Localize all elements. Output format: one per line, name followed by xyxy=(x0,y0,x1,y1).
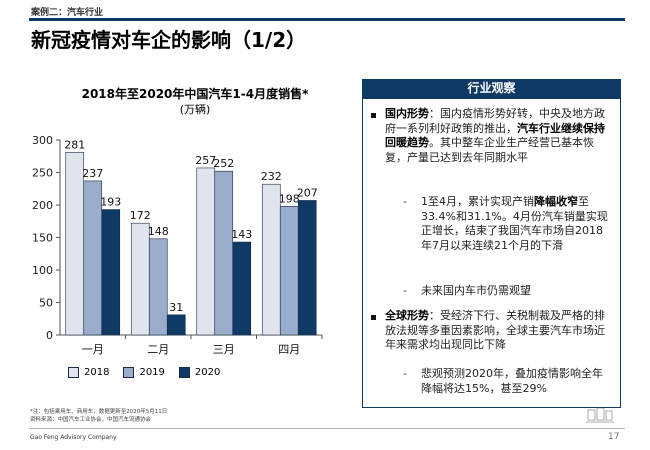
data-label: 172 xyxy=(130,209,151,222)
panel-emphasis: 国内形势 xyxy=(385,107,429,120)
panel-sub-text: 悲观预测2020年，叠加疫情影响全年降幅将达15%，甚至29% xyxy=(421,367,613,396)
footnote-note: *注：包括乘用车、商用车，数据更新至2020年5月11日 xyxy=(30,409,168,415)
bar-2019-0 xyxy=(83,180,103,336)
y-tick-label: 300 xyxy=(32,134,53,147)
footnote: *注：包括乘用车、商用车，数据更新至2020年5月11日 资料来源：中国汽车工业… xyxy=(30,408,167,424)
bar-2020-1 xyxy=(166,314,186,336)
bar-2020-0 xyxy=(101,209,121,336)
y-tick-label: 50 xyxy=(39,297,53,310)
legend-label: 2018 xyxy=(84,367,110,378)
panel-text-run: ：国内疫情形势好转，中央及地方政府一系列利好政策的推出， xyxy=(385,107,605,135)
chart-title: 2018年至2020年中国汽车1-4月度销售* xyxy=(81,87,309,101)
panel-emphasis: 降幅收窄 xyxy=(534,195,578,208)
page-title: 新冠疫情对车企的影响（1/2） xyxy=(31,28,307,52)
bar-2019-3 xyxy=(279,206,299,336)
panel-bullet-text: 国内形势：国内疫情形势好转，中央及地方政府一系列利好政策的推出，汽车行业继续保持… xyxy=(385,107,613,165)
page-number: 17 xyxy=(608,432,620,442)
data-label: 198 xyxy=(279,192,300,205)
y-tick-label: 200 xyxy=(32,199,53,212)
chart-subtitle: (万辆) xyxy=(179,103,211,116)
panel-text-run: 悲观预测2020年，叠加疫情影响全年降幅将达15%，甚至29% xyxy=(421,367,603,395)
x-tick-label: 二月 xyxy=(147,343,169,356)
bullet-square-icon xyxy=(371,315,376,320)
panel-text-run: 未来国内车市仍需观望 xyxy=(421,284,531,297)
panel-text-run: 。其中整车企业生产经营已基本恢复，产量已达到去年同期水平 xyxy=(385,136,594,164)
panel-bullet-text: 全球形势：受经济下行、关税制裁及严格的排放法规等多重因素影响，全球主要汽车市场近… xyxy=(385,309,613,353)
data-label: 31 xyxy=(169,301,183,314)
bar-2018-2 xyxy=(196,167,216,336)
y-tick-label: 250 xyxy=(32,167,53,180)
legend-item: 2019 xyxy=(123,367,165,378)
company-name: Gao Feng Advisory Company xyxy=(30,434,117,441)
bar-2018-1 xyxy=(130,222,150,336)
bar-2018-0 xyxy=(65,152,85,336)
panel-text-run: 1至4月，累计实现产销 xyxy=(421,195,534,208)
x-tick-label: 四月 xyxy=(278,343,300,356)
footnote-source: 资料来源：中国汽车工业协会，中国汽车流通协会 xyxy=(30,417,152,423)
legend-swatch xyxy=(68,367,79,378)
dash-icon: - xyxy=(403,367,407,380)
panel-emphasis: 汽车行业继续保持回暖趋势 xyxy=(385,121,605,150)
bar-2019-1 xyxy=(148,238,168,336)
dash-icon: - xyxy=(403,284,407,297)
panel-text-run: 至33.4%和31.1%。4月份汽车销量实现正增长，结束了我国汽车市场自2018… xyxy=(421,195,608,252)
y-tick-label: 150 xyxy=(32,232,53,245)
data-label: 207 xyxy=(297,186,318,199)
panel-title: 行业观察 xyxy=(362,79,621,98)
panel-sub-text: 未来国内车市仍需观望 xyxy=(421,284,613,299)
data-label: 143 xyxy=(231,228,252,241)
legend-item: 2020 xyxy=(178,367,221,378)
x-tick-label: 三月 xyxy=(213,343,235,356)
data-label: 257 xyxy=(195,154,216,167)
bar-2020-2 xyxy=(232,241,252,336)
data-label: 232 xyxy=(261,170,282,183)
legend-label: 2020 xyxy=(194,367,221,378)
legend-label: 2019 xyxy=(139,367,165,378)
y-tick-label: 100 xyxy=(32,264,53,277)
legend-item: 2018 xyxy=(68,367,109,378)
bar-2018-3 xyxy=(261,183,281,336)
data-label: 237 xyxy=(82,167,103,180)
case-tag: 案例二：汽车行业 xyxy=(31,8,104,18)
panel-emphasis: 全球形势 xyxy=(385,309,429,322)
x-tick-label: 一月 xyxy=(82,343,104,356)
bullet-square-icon xyxy=(371,113,376,118)
sales-bar-chart: 0 50 100 150 200 250 300 281 237 193 一月 172 148 31 二月 2… xyxy=(32,134,323,356)
panel-text-run: ：受经济下行、关税制裁及严格的排放法规等多重因素影响，全球主要汽车市场近年来需求… xyxy=(385,309,605,351)
data-label: 193 xyxy=(100,196,121,209)
top-rule xyxy=(29,18,625,21)
company-logo-icon xyxy=(586,407,614,423)
bottom-rule xyxy=(29,428,625,429)
bar-2020-3 xyxy=(297,200,317,336)
industry-observation-panel: 国内形势：国内疫情形势好转，中央及地方政府一系列利好政策的推出，汽车行业继续保持… xyxy=(362,98,621,408)
legend-swatch xyxy=(178,367,190,378)
legend-swatch xyxy=(123,367,135,378)
dash-icon: - xyxy=(403,195,407,208)
data-label: 148 xyxy=(148,225,169,238)
bar-2019-2 xyxy=(214,170,234,336)
chart-legend: 2018 2019 2020 xyxy=(68,367,220,378)
data-label: 281 xyxy=(64,138,85,151)
data-label: 252 xyxy=(213,157,234,170)
y-tick-label: 0 xyxy=(46,329,53,342)
panel-sub-text: 1至4月，累计实现产销降幅收窄至33.4%和31.1%。4月份汽车销量实现正增长… xyxy=(421,195,613,253)
